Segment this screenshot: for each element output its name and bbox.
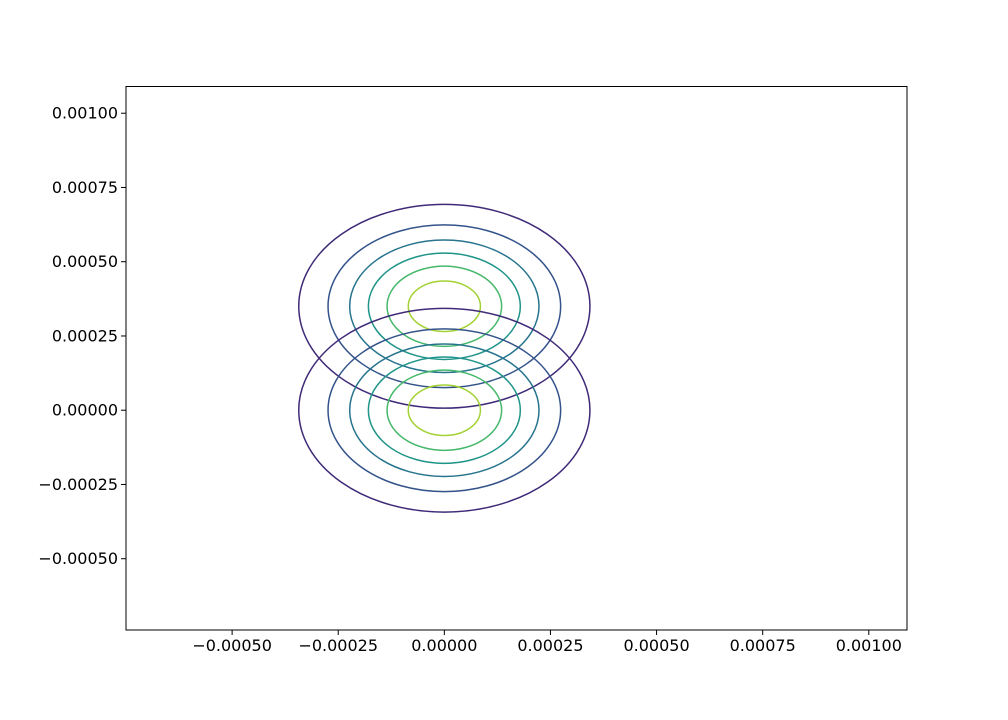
y-tick-label: 0.00050	[52, 252, 118, 271]
contour-level-0-1	[327, 224, 562, 389]
contour-level-0-5	[407, 280, 482, 333]
contour-level-1-2	[348, 343, 540, 478]
y-axis: −0.00050 −0.00025 0.00000 0.00025 0.00050 0.0…	[38, 104, 126, 568]
contour-lines	[298, 203, 591, 513]
y-tick-label: 0.00025	[52, 326, 118, 345]
y-tick-label: −0.00025	[38, 475, 118, 494]
y-tick-label: 0.00075	[52, 178, 118, 197]
contour-level-1-3	[367, 356, 522, 465]
x-tick-label: −0.00050	[192, 636, 272, 655]
x-tick-label: 0.00100	[836, 636, 902, 655]
x-tick-label: −0.00025	[298, 636, 378, 655]
contour-level-1-4	[386, 369, 503, 452]
y-tick-label: 0.00000	[52, 401, 118, 420]
x-tick-label: 0.00050	[623, 636, 689, 655]
x-tick-label: 0.00000	[411, 636, 477, 655]
y-tick-label: 0.00100	[52, 104, 118, 123]
y-tick-label: −0.00050	[38, 549, 118, 568]
axes-border	[125, 86, 908, 631]
x-tick-label: 0.00075	[730, 636, 796, 655]
contour-level-0-0	[298, 203, 591, 409]
plot-area	[125, 86, 908, 631]
contour-level-1-0	[298, 307, 591, 513]
x-axis: −0.00050 −0.00025 0.00000 0.00025 0.00050 0.0…	[192, 630, 902, 655]
contour-level-1-5	[407, 384, 482, 437]
contour-level-0-4	[386, 265, 503, 348]
contour-level-0-2	[348, 239, 540, 374]
x-tick-label: 0.00025	[517, 636, 583, 655]
contour-level-0-3	[367, 252, 522, 361]
contour-level-1-1	[327, 328, 562, 493]
